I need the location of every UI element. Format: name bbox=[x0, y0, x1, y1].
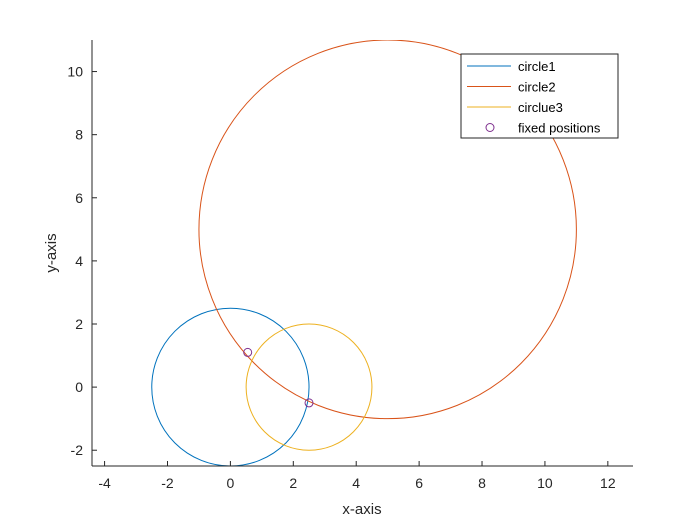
legend-box bbox=[460, 53, 619, 139]
legend-label: fixed positions bbox=[518, 121, 601, 136]
series-circle1 bbox=[151, 307, 310, 466]
legend-marker-icon bbox=[485, 123, 495, 132]
x-tick-label: 4 bbox=[352, 475, 360, 491]
legend-label: circle1 bbox=[518, 59, 556, 74]
x-tick-label: 10 bbox=[537, 475, 553, 491]
x-tick-label: 6 bbox=[415, 475, 423, 491]
x-tick-label: 0 bbox=[226, 475, 234, 491]
series-circlue3 bbox=[245, 323, 373, 451]
y-tick-label: 10 bbox=[67, 64, 83, 80]
series-circle2 bbox=[198, 40, 577, 420]
y-tick-label: 0 bbox=[75, 379, 83, 395]
x-axis-title: x-axis bbox=[342, 501, 381, 518]
series-layer bbox=[151, 40, 577, 466]
x-tick-label: 8 bbox=[478, 475, 486, 491]
axes-layer: -4 -2 0 2 4 6 8 10 12 -2 0 2 4 6 8 10 bbox=[67, 40, 633, 491]
fixed-position-marker-2 bbox=[304, 398, 314, 408]
y-axis-title: y-axis bbox=[43, 233, 60, 272]
x-tick-label: 2 bbox=[289, 475, 297, 491]
legend-label: circlue3 bbox=[518, 100, 563, 115]
y-tick-label: 2 bbox=[75, 316, 83, 332]
marker-layer bbox=[243, 347, 314, 408]
y-tick-label: 4 bbox=[75, 253, 83, 269]
legend-label: circle2 bbox=[518, 80, 556, 95]
y-tick-label: 6 bbox=[75, 190, 83, 206]
y-tick-label: -2 bbox=[71, 442, 84, 458]
legend: circle1 circle2 circlue3 fixed positions bbox=[460, 53, 619, 139]
x-tick-label: -4 bbox=[98, 475, 111, 491]
x-tick-label: -2 bbox=[161, 475, 174, 491]
y-tick-label: 8 bbox=[75, 127, 83, 143]
fixed-position-marker-1 bbox=[243, 347, 253, 357]
x-tick-label: 12 bbox=[600, 475, 616, 491]
